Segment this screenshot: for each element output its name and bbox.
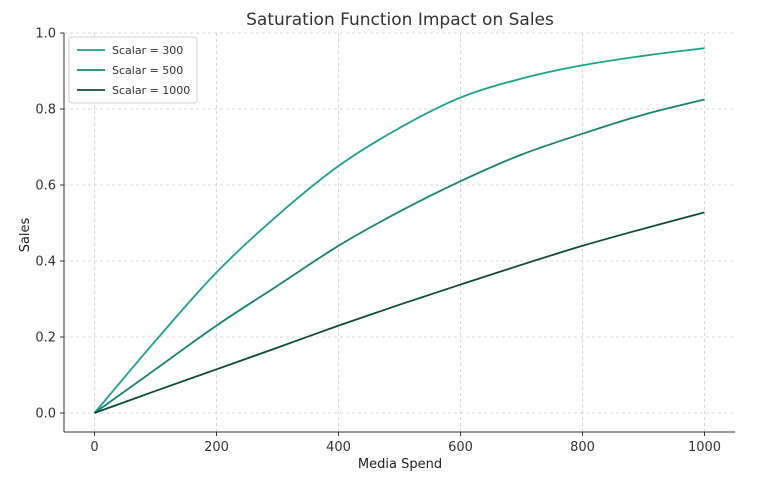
chart-title: Saturation Function Impact on Sales [246, 10, 554, 30]
series-line-2 [93, 98, 705, 414]
legend-label-2: Scalar = 500 [112, 64, 183, 77]
series-line-1 [93, 47, 705, 414]
y-tick-label: 0.8 [35, 103, 56, 118]
x-axis-label: Media Spend [358, 457, 442, 472]
x-tick-label: 200 [204, 440, 229, 455]
x-tick-label: 600 [448, 440, 473, 455]
axes [60, 32, 735, 436]
x-tick-label: 1000 [688, 440, 721, 455]
legend-label-1: Scalar = 300 [112, 44, 183, 57]
tick-labels: 0 200 400 600 800 1000 0.0 0.2 0.4 0.6 0.8 1.0 [35, 27, 721, 456]
y-tick-label: 0.0 [35, 407, 56, 422]
y-tick-label: 0.2 [35, 331, 56, 346]
grid-lines [64, 32, 735, 432]
x-tick-label: 400 [326, 440, 351, 455]
x-tick-label: 800 [570, 440, 595, 455]
legend: Scalar = 300 Scalar = 500 Scalar = 1000 [68, 36, 198, 104]
y-axis-label: Sales [18, 217, 33, 252]
series-lines [93, 47, 705, 414]
series-line-3 [94, 211, 705, 414]
y-tick-label: 0.4 [35, 255, 56, 270]
y-tick-label: 1.0 [35, 27, 56, 42]
legend-box [68, 36, 198, 104]
legend-label-3: Scalar = 1000 [112, 84, 190, 97]
x-tick-label: 0 [90, 440, 98, 455]
y-tick-label: 0.6 [35, 179, 56, 194]
